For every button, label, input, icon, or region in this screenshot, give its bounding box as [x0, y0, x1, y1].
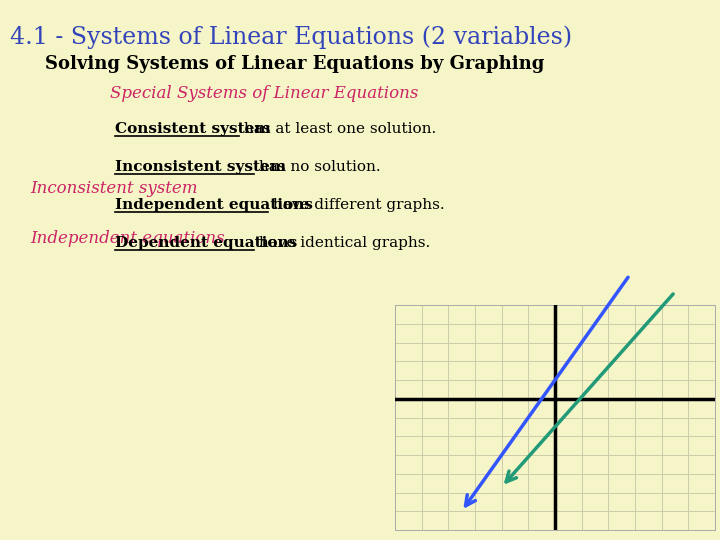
Text: Inconsistent system: Inconsistent system [115, 160, 286, 174]
Text: Solving Systems of Linear Equations by Graphing: Solving Systems of Linear Equations by G… [45, 55, 544, 73]
Text: has no solution.: has no solution. [253, 160, 380, 174]
Text: Independent equations: Independent equations [115, 198, 313, 212]
Text: Independent equations: Independent equations [30, 230, 225, 247]
Text: have different graphs.: have different graphs. [269, 198, 445, 212]
Text: have identical graphs.: have identical graphs. [253, 236, 430, 250]
Text: 4.1 - Systems of Linear Equations (2 variables): 4.1 - Systems of Linear Equations (2 var… [10, 25, 572, 49]
Text: Special Systems of Linear Equations: Special Systems of Linear Equations [110, 85, 418, 102]
Text: Consistent system: Consistent system [115, 122, 271, 136]
Text: Inconsistent system: Inconsistent system [30, 180, 197, 197]
Text: Dependent equations: Dependent equations [115, 236, 297, 250]
Text: has at least one solution.: has at least one solution. [239, 122, 436, 136]
